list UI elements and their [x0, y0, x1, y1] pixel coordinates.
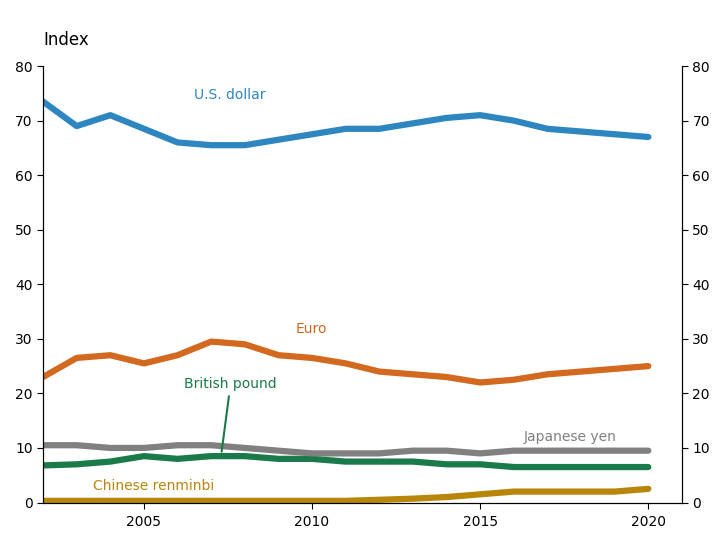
Text: U.S. dollar: U.S. dollar — [194, 88, 266, 102]
Text: Index: Index — [43, 30, 88, 48]
Text: Japanese yen: Japanese yen — [524, 430, 617, 443]
Text: Chinese renminbi: Chinese renminbi — [94, 479, 215, 493]
Text: British pound: British pound — [184, 376, 277, 452]
Text: Euro: Euro — [295, 322, 327, 336]
